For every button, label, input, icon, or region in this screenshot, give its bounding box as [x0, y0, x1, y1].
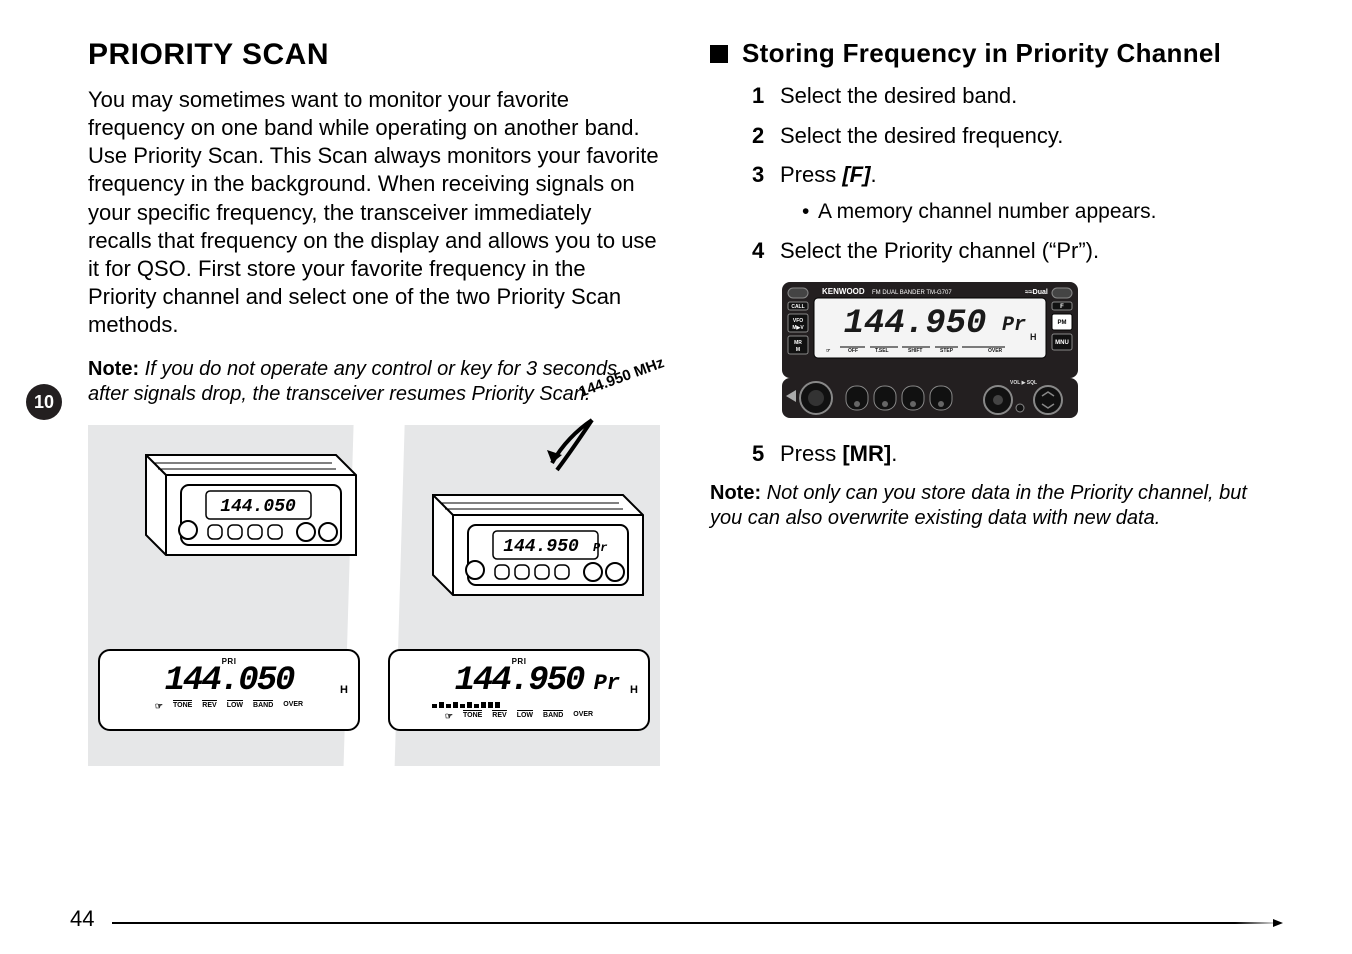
key-f: [F]	[842, 162, 870, 187]
svg-text:SHIFT: SHIFT	[908, 348, 922, 354]
lcd1-frequency: 144.050	[112, 664, 346, 698]
figure-priority-scan: 144.950 MHz	[88, 425, 660, 766]
svg-text:STEP: STEP	[940, 348, 954, 354]
square-bullet-icon	[710, 45, 728, 63]
lcd2-signal-meter	[432, 702, 606, 708]
svg-text:CALL: CALL	[791, 304, 804, 310]
footer-rule	[112, 922, 1282, 924]
page-number: 44	[70, 906, 94, 932]
note-lead-2: Note:	[710, 482, 761, 504]
svg-text:M: M	[796, 347, 800, 353]
radio-illustration-right: 144.950 Pr	[385, 475, 650, 625]
svg-text:OFF: OFF	[848, 348, 858, 354]
step-4: 4Select the Priority channel (“Pr”).	[752, 236, 1282, 266]
step-5: 5Press [MR].	[752, 439, 1282, 469]
step-1: 1Select the desired band.	[752, 81, 1282, 111]
steps-list-continued: 5Press [MR].	[710, 439, 1282, 469]
svg-text:144.950: 144.950	[503, 537, 579, 557]
note-text: If you do not operate any control or key…	[88, 358, 617, 405]
svg-text:144.950: 144.950	[844, 305, 987, 343]
lcd-after: PRI 144.950 Pr H ☞ TONE REV LOW BAND	[388, 649, 650, 731]
lcd1-h-indicator: H	[340, 684, 348, 696]
svg-text:144.050: 144.050	[220, 497, 296, 517]
lcd2-h-indicator: H	[630, 684, 638, 696]
svg-text:OVER: OVER	[988, 348, 1003, 354]
lcd2-sublabels: ☞ TONE REV LOW BAND OVER	[402, 710, 636, 722]
svg-text:MNU: MNU	[1055, 340, 1069, 346]
svg-text:H: H	[1030, 332, 1037, 342]
svg-text:≈≈Dual: ≈≈Dual	[1025, 289, 1048, 296]
key-mr: [MR]	[842, 441, 891, 466]
svg-text:MR: MR	[794, 340, 802, 346]
svg-text:Pr: Pr	[593, 541, 607, 555]
priority-scan-note: Note: If you do not operate any control …	[88, 357, 660, 407]
steps-list: 1Select the desired band. 2Select the de…	[710, 81, 1282, 266]
storing-frequency-heading: Storing Frequency in Priority Channel	[742, 38, 1221, 69]
svg-text:Pr: Pr	[1002, 314, 1026, 337]
svg-text:☞: ☞	[826, 348, 831, 354]
step-2: 2Select the desired frequency.	[752, 121, 1282, 151]
device-illustration: KENWOOD FM DUAL BANDER TM-G707 ≈≈Dual CA…	[780, 280, 1080, 425]
svg-text:T.SEL: T.SEL	[875, 348, 889, 354]
note-text-2: Not only can you store data in the Prior…	[710, 482, 1247, 529]
step-3: 3Press [F]. A memory channel number appe…	[752, 160, 1282, 226]
svg-text:M▶V: M▶V	[792, 325, 804, 331]
priority-scan-paragraph: You may sometimes want to monitor your f…	[88, 86, 660, 339]
priority-scan-heading: PRIORITY SCAN	[88, 38, 660, 72]
note-lead: Note:	[88, 358, 139, 380]
svg-text:VFO: VFO	[793, 318, 803, 324]
lcd1-sublabels: ☞ TONE REV LOW BAND OVER	[112, 700, 346, 712]
lcd2-pr-indicator: Pr	[594, 671, 620, 696]
device-brand: KENWOOD	[822, 287, 865, 296]
lcd-before: PRI 144.050 H ☞ TONE REV LOW BAND OVER	[98, 649, 360, 731]
device-model: FM DUAL BANDER TM-G707	[872, 290, 952, 296]
svg-text:PM: PM	[1058, 320, 1067, 326]
step-3-sub: A memory channel number appears.	[802, 198, 1282, 226]
right-note: Note: Not only can you store data in the…	[710, 481, 1282, 531]
svg-text:F: F	[1060, 304, 1064, 310]
radio-illustration-left: 144.050	[98, 435, 363, 585]
svg-text:VOL ▶ SQL: VOL ▶ SQL	[1010, 380, 1037, 386]
chapter-badge: 10	[26, 384, 62, 420]
